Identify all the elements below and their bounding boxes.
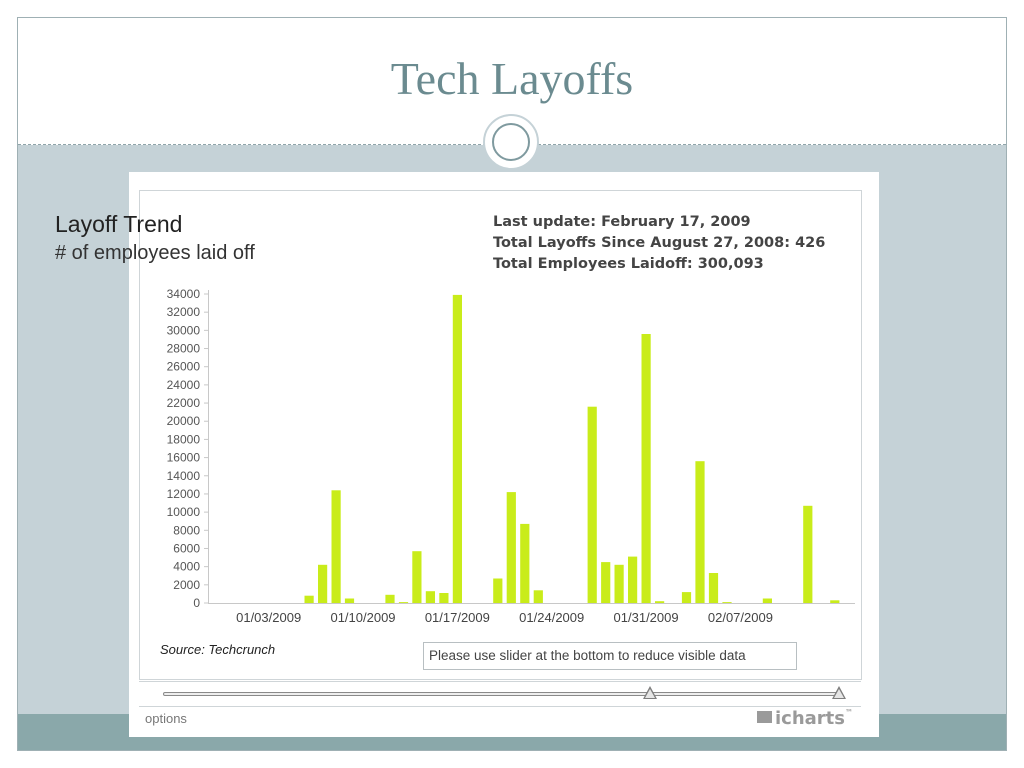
slider-start-handle[interactable] (642, 686, 657, 699)
last-update-text: Last update: February 17, 2009 (493, 214, 751, 230)
chart-title: Layoff Trend (55, 211, 183, 237)
icharts-logo[interactable]: icharts™ (757, 708, 853, 729)
chart-subtitle: # of employees laid off (55, 242, 255, 264)
slider-end-handle[interactable] (832, 686, 846, 699)
source-note: Source: Techcrunch (160, 642, 276, 657)
brand-name: icharts (775, 708, 845, 729)
slide-title: Tech Layoffs (390, 53, 634, 104)
total-layoffs-text: Total Layoffs Since August 27, 2008: 426 (493, 235, 826, 251)
slider-track[interactable] (163, 692, 839, 696)
chart-panel (139, 190, 862, 680)
options-link[interactable]: options (145, 711, 187, 726)
slider-hint-box: Please use slider at the bottom to reduc… (423, 642, 797, 670)
trademark-mark: ™ (845, 708, 853, 717)
icharts-icon (757, 711, 772, 723)
circle-ornament-icon (483, 114, 539, 170)
total-employees-text: Total Employees Laidoff: 300,093 (493, 256, 764, 272)
range-slider[interactable] (139, 681, 861, 707)
